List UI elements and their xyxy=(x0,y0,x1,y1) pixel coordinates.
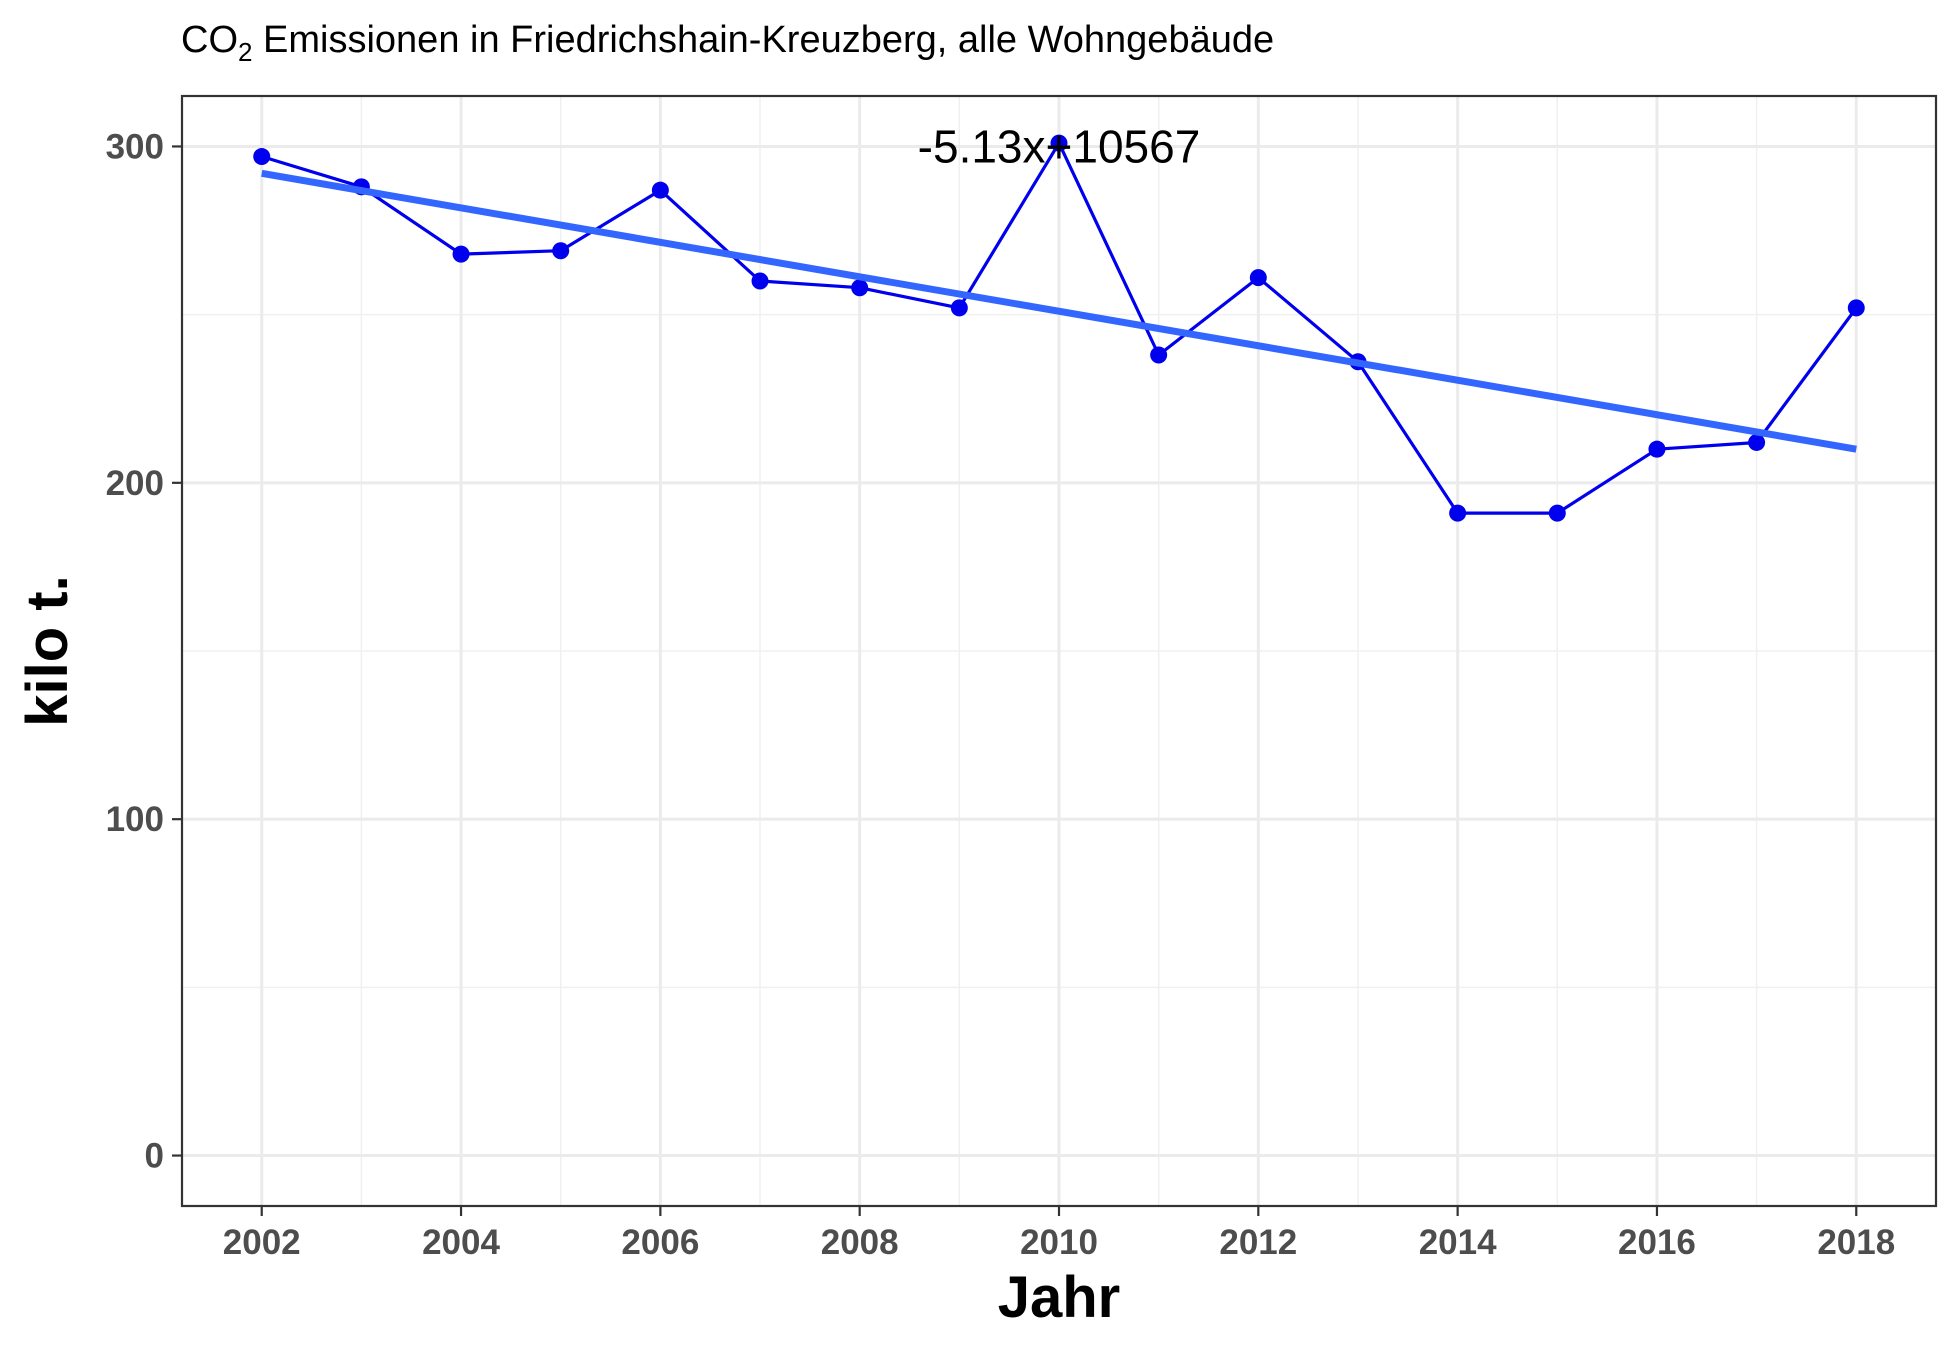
data-point xyxy=(1449,504,1467,522)
series-layer xyxy=(253,134,1865,522)
chart-title: CO2 Emissionen in Friedrichshain-Kreuzbe… xyxy=(181,19,1274,67)
data-point xyxy=(1050,134,1068,152)
data-point xyxy=(1748,433,1766,451)
x-tick-label: 2018 xyxy=(1817,1223,1895,1262)
data-point xyxy=(1150,346,1168,364)
chart-title-suffix: Emissionen in Friedrichshain-Kreuzberg, … xyxy=(252,19,1274,61)
data-point xyxy=(1648,440,1666,458)
data-point xyxy=(651,181,669,199)
y-tick-label: 200 xyxy=(106,464,164,503)
data-point xyxy=(253,148,271,166)
data-point xyxy=(552,242,570,260)
x-tick-label: 2016 xyxy=(1618,1223,1696,1262)
data-point xyxy=(1847,299,1865,317)
y-tick-label: 100 xyxy=(106,800,164,839)
data-point xyxy=(751,272,769,290)
data-point xyxy=(452,245,470,263)
chart-title-subscript: 2 xyxy=(238,37,252,67)
data-point xyxy=(1548,504,1566,522)
data-point xyxy=(950,299,968,317)
y-tick-labels: 0 100 200 300 xyxy=(106,127,164,1175)
x-tick-labels: 2002 2004 2006 2008 2010 2012 2014 2016 2018 xyxy=(223,1223,1895,1262)
y-tick-label: 300 xyxy=(106,127,164,166)
data-point xyxy=(851,279,869,297)
axis-ticks xyxy=(172,145,1858,1216)
y-axis-title: kilo t. xyxy=(15,575,80,726)
y-tick-label: 0 xyxy=(145,1137,164,1176)
trend-equation-label: -5.13x+10567 xyxy=(918,120,1201,172)
trend-layer xyxy=(261,169,1857,453)
x-tick-label: 2014 xyxy=(1419,1223,1497,1262)
data-point xyxy=(1249,269,1267,287)
x-tick-label: 2002 xyxy=(223,1223,301,1262)
x-tick-label: 2012 xyxy=(1219,1223,1297,1262)
chart-title-prefix: CO xyxy=(181,19,238,61)
x-tick-label: 2004 xyxy=(422,1223,500,1262)
x-tick-label: 2008 xyxy=(821,1223,899,1262)
x-tick-label: 2010 xyxy=(1020,1223,1098,1262)
x-axis-title: Jahr xyxy=(998,1265,1121,1330)
trend-line xyxy=(261,169,1857,453)
x-tick-label: 2006 xyxy=(621,1223,699,1262)
